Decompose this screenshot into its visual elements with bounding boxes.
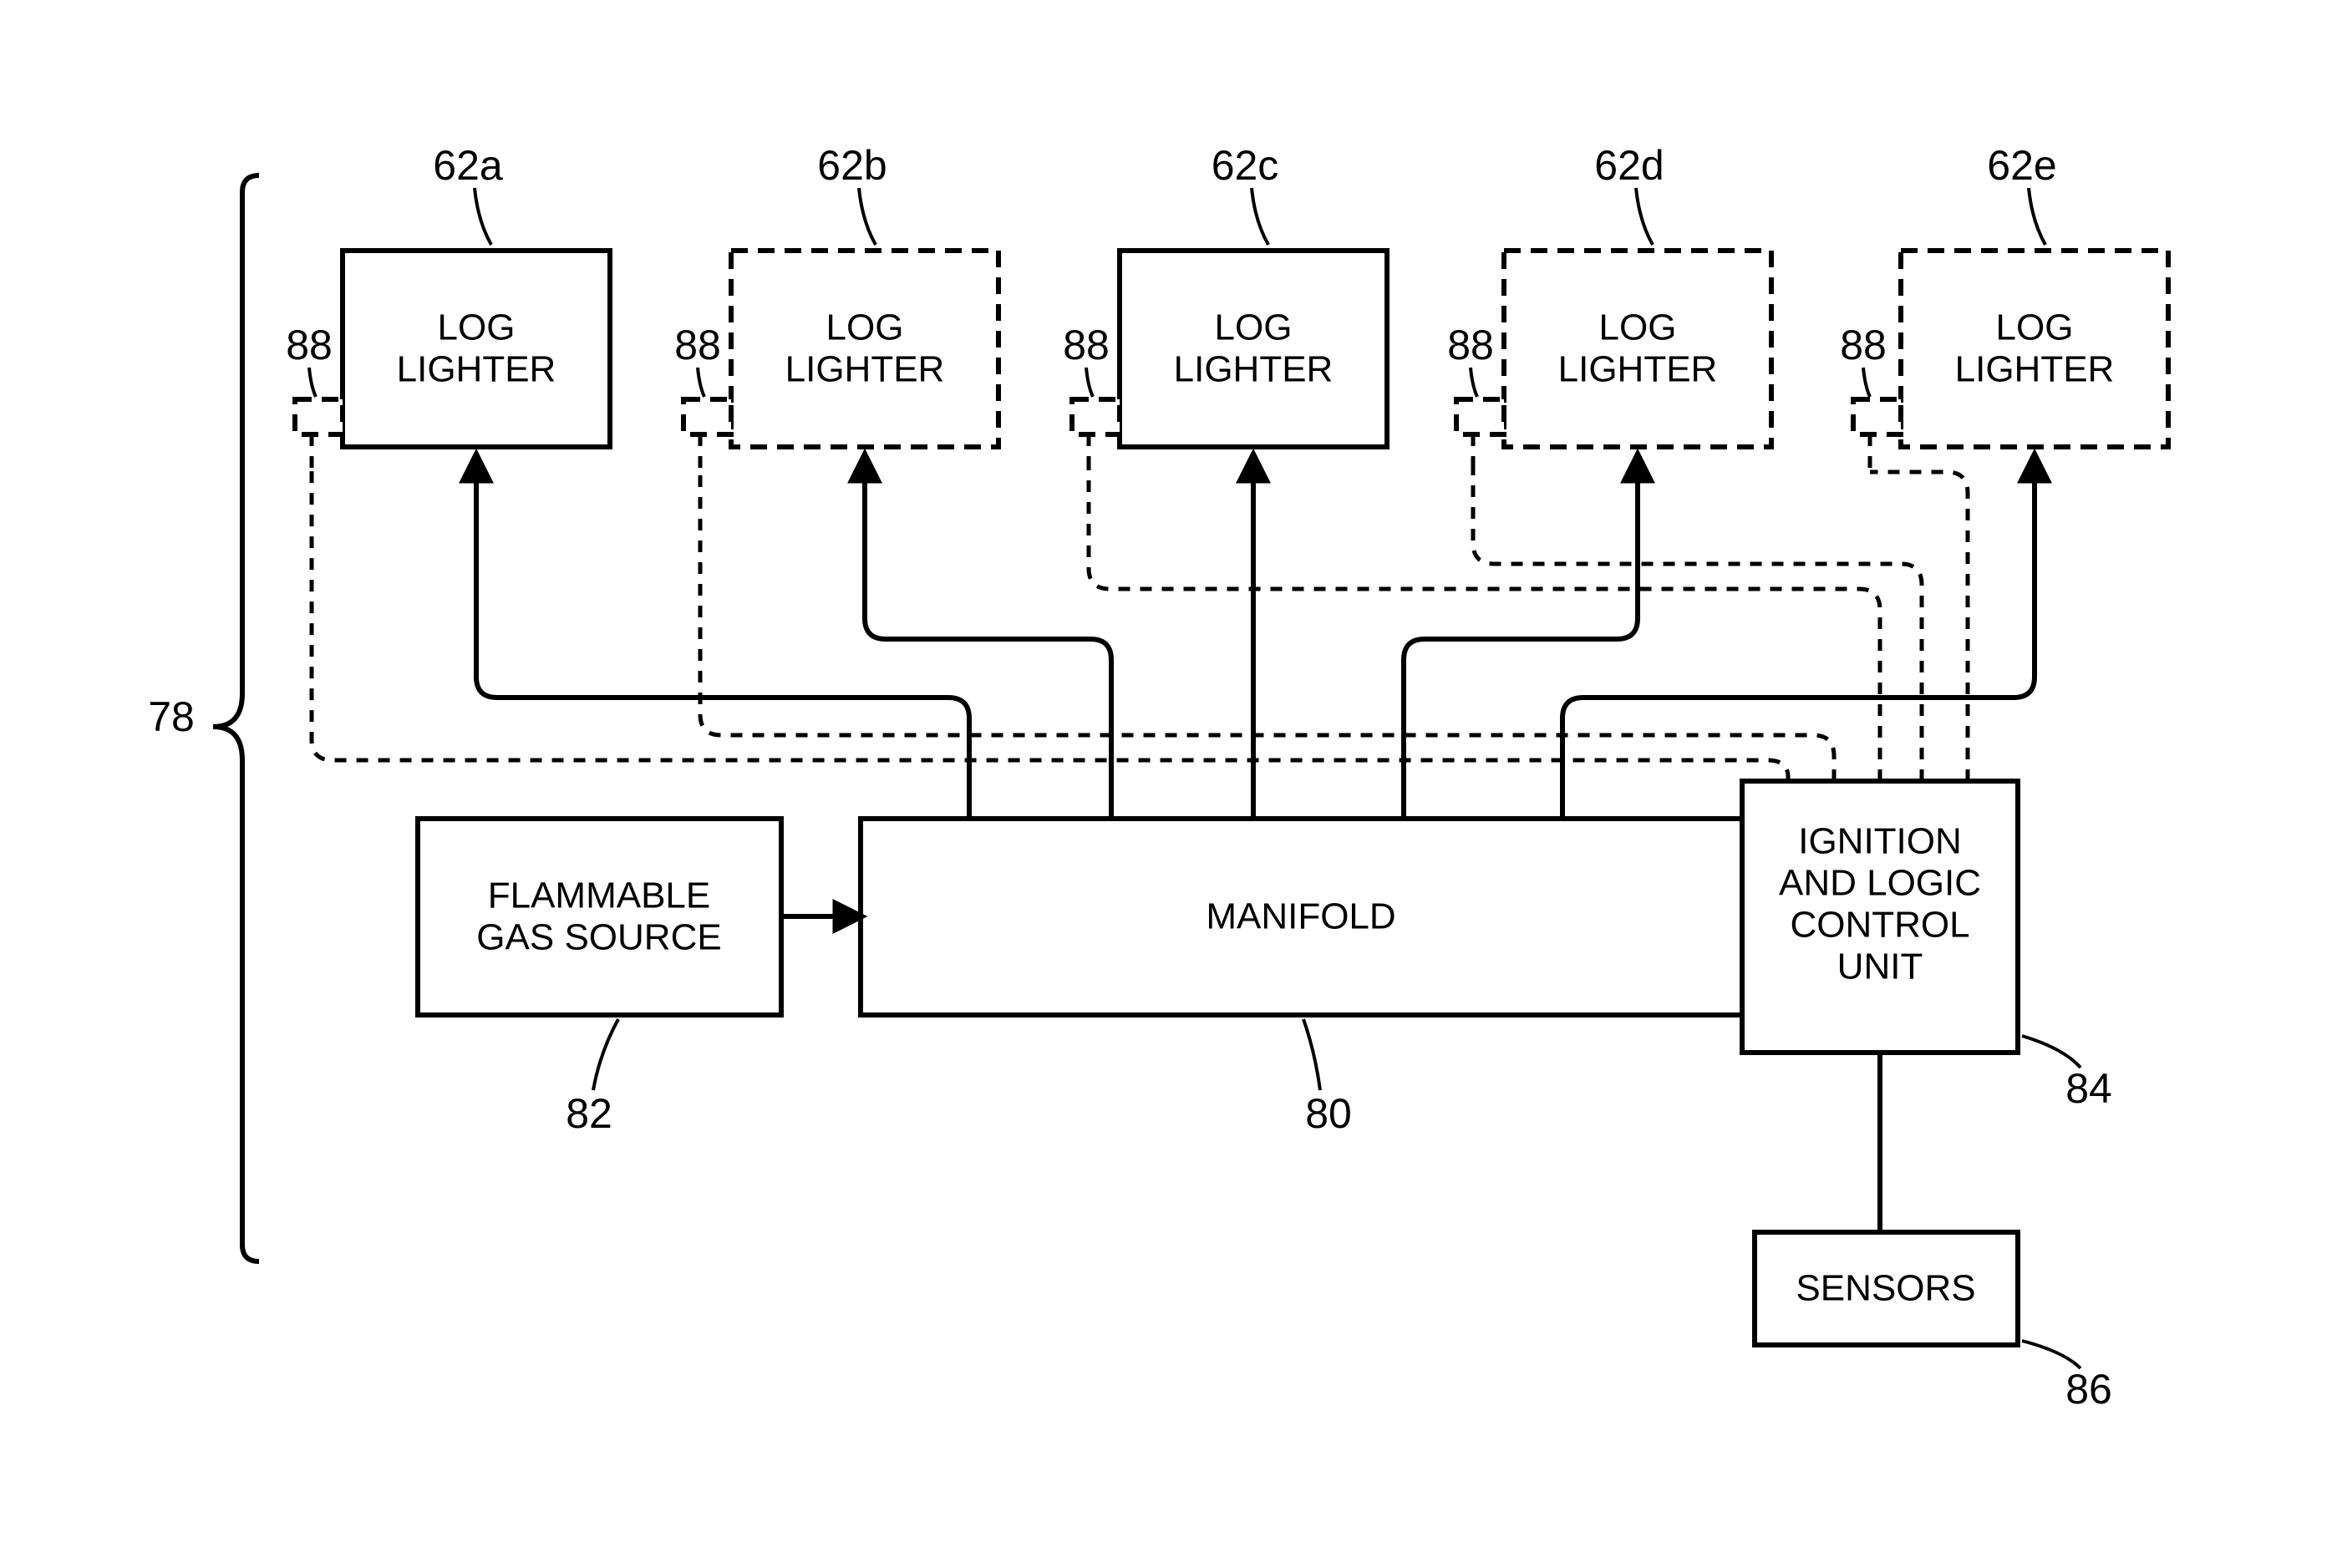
ignition-text-3: CONTROL: [1790, 905, 1969, 946]
ref-86: 86: [2065, 1366, 2112, 1413]
igniter-d: [1456, 399, 1504, 468]
ignition-text-4: UNIT: [1837, 946, 1923, 987]
ref-62e: 62e: [1987, 142, 2056, 189]
ref-82: 82: [566, 1090, 612, 1137]
ignition-text-2: AND LOGIC: [1779, 863, 1981, 904]
ref-88e: 88: [1840, 322, 1887, 368]
ignition-text-1: IGNITION: [1798, 821, 1962, 862]
ref-80: 80: [1305, 1090, 1352, 1137]
log-e-text-2: LIGHTER: [1955, 349, 2115, 390]
conn-manifold-log-e: [1562, 455, 2035, 819]
conn-ign-88b: [700, 468, 1834, 781]
ref-84: 84: [2065, 1065, 2112, 1112]
ref-78: 78: [148, 693, 195, 740]
log-b-text-1: LOG: [826, 307, 904, 348]
ref-88a: 88: [286, 322, 333, 368]
log-a-text-2: LIGHTER: [397, 349, 556, 390]
igniter-e: [1853, 399, 1901, 468]
conn-ign-88e: [1870, 472, 1968, 781]
log-c-text-1: LOG: [1215, 307, 1293, 348]
manifold-text: MANIFOLD: [1206, 896, 1395, 937]
ref-88d: 88: [1447, 322, 1494, 368]
ref-62d: 62d: [1594, 142, 1664, 189]
gas-text-1: FLAMMABLE: [488, 875, 711, 916]
conn-manifold-log-b: [865, 455, 1111, 819]
gas-text-2: GAS SOURCE: [476, 917, 721, 958]
log-d-text-1: LOG: [1599, 307, 1677, 348]
igniter-a: [295, 399, 343, 468]
sensors-text: SENSORS: [1796, 1268, 1975, 1309]
ref-62b: 62b: [817, 142, 887, 189]
ref-62c: 62c: [1212, 142, 1279, 189]
log-a-text-1: LOG: [438, 307, 516, 348]
log-b-text-2: LIGHTER: [785, 349, 945, 390]
igniter-c: [1072, 399, 1120, 468]
ref-62a: 62a: [433, 142, 503, 189]
log-c-text-2: LIGHTER: [1174, 349, 1334, 390]
ref-88b: 88: [674, 322, 721, 368]
igniter-b: [683, 399, 731, 468]
log-e-text-1: LOG: [1996, 307, 2074, 348]
conn-manifold-log-d: [1404, 455, 1638, 819]
log-d-text-2: LIGHTER: [1558, 349, 1718, 390]
system-brace: [213, 175, 259, 1261]
ref-88c: 88: [1063, 322, 1110, 368]
block-diagram: LOG LIGHTER LOG LIGHTER LOG LIGHTER LOG …: [0, 0, 2337, 1568]
